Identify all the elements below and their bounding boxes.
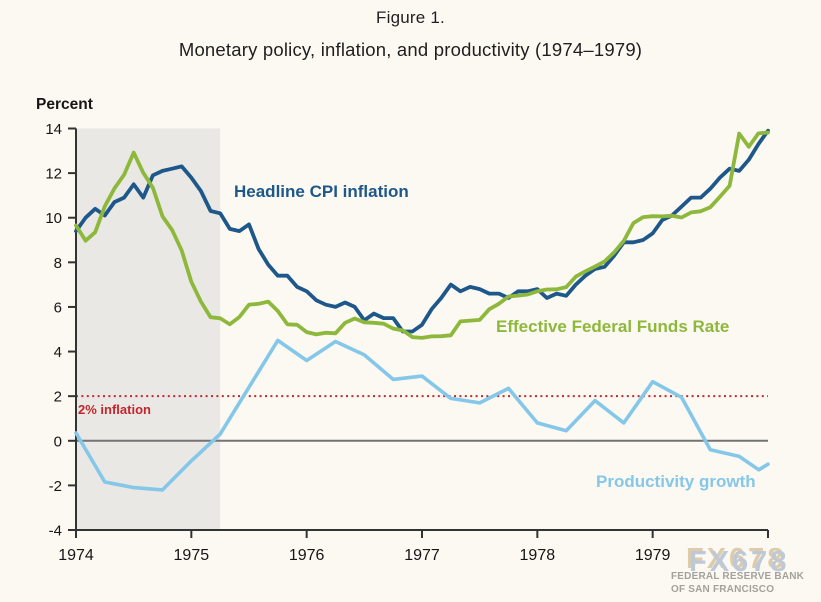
productivity-line [74, 338, 770, 492]
ffr-line [74, 130, 770, 340]
recession-band [76, 128, 221, 530]
series-label-cpi: Headline CPI inflation [234, 182, 409, 201]
source-attribution: FEDERAL RESERVE BANK OF SAN FRANCISCO [671, 570, 804, 596]
series-label-ffr: Effective Federal Funds Rate [496, 317, 730, 336]
y-tick-label: 14 [45, 121, 62, 138]
y-tick-label: 0 [54, 433, 62, 450]
x-tick-label: 1977 [404, 547, 440, 564]
attribution-line-1: FEDERAL RESERVE BANK [671, 571, 805, 582]
x-tick-label: 1979 [635, 547, 671, 564]
target-line-label: 2% inflation [78, 402, 151, 417]
y-tick-label: 8 [54, 255, 62, 272]
figure-number: Figure 1. [376, 8, 445, 27]
y-tick-label: 12 [45, 166, 62, 183]
y-tick-label: -2 [49, 478, 62, 495]
x-tick-label: 1978 [520, 547, 556, 564]
x-tick-label: 1974 [58, 547, 94, 564]
watermark-logo: FX678 [689, 546, 790, 578]
y-tick-label: 6 [54, 299, 62, 316]
y-tick-label: 10 [45, 210, 62, 227]
x-tick-label: 1975 [174, 547, 210, 564]
y-tick-label: 4 [54, 344, 62, 361]
attribution-line-2: OF SAN FRANCISCO [671, 584, 775, 595]
cpi-line [74, 128, 770, 334]
y-tick-label: 2 [54, 389, 62, 406]
y-axis-title: Percent [36, 96, 93, 113]
x-tick-label: 1976 [289, 547, 325, 564]
series-label-productivity: Productivity growth [596, 472, 756, 491]
figure-title: Monetary policy, inflation, and producti… [178, 39, 643, 60]
y-tick-label: -4 [49, 523, 62, 540]
